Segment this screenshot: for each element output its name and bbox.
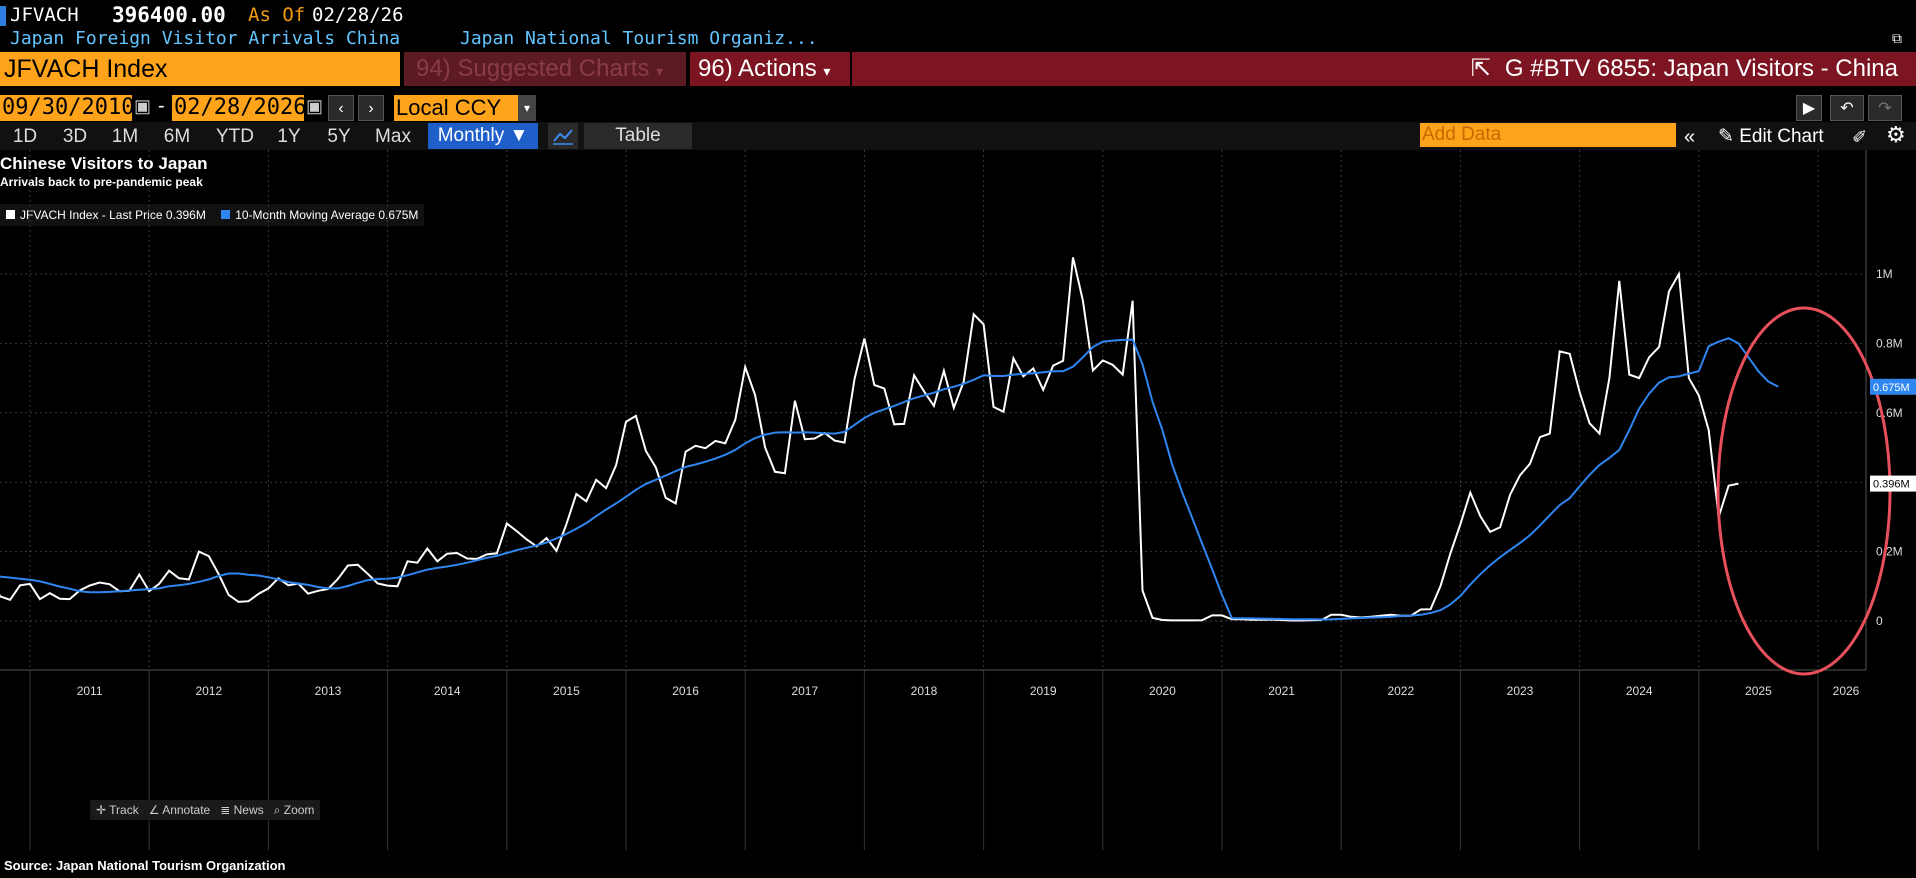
period-1y[interactable]: 1Y (277, 126, 301, 147)
y-tick-label: 1M (1876, 267, 1893, 281)
chart-title: Chinese Visitors to Japan (0, 154, 208, 173)
period-max[interactable]: Max (375, 126, 411, 147)
last-label-ma: 0.675M (1873, 382, 1910, 394)
x-tick-label: 2020 (1149, 684, 1176, 698)
suggested-charts-button[interactable]: 94) Suggested Charts ▾ (404, 52, 686, 86)
x-tick-label: 2011 (77, 684, 103, 698)
date-separator: - (158, 95, 165, 117)
source-footnote: Source: Japan National Tourism Organizat… (4, 858, 286, 873)
track-tool[interactable]: ✛ Track (96, 803, 139, 817)
undo-icon[interactable]: ↶ (1830, 95, 1864, 121)
gear-icon[interactable]: ⚙ (1886, 122, 1906, 147)
x-tick-label: 2012 (195, 684, 222, 698)
x-tick-label: 2023 (1507, 684, 1534, 698)
start-date-field[interactable]: 09/30/2010 (0, 95, 135, 121)
chart-window-title: G #BTV 6855: Japan Visitors - China (1504, 55, 1898, 82)
chevron-down-icon[interactable]: ▾ (518, 95, 536, 121)
x-tick-label: 2025 (1745, 684, 1772, 698)
zoom-tool[interactable]: ⌕ Zoom (273, 803, 315, 817)
chevron-down-icon: ▾ (823, 63, 831, 79)
period-ytd[interactable]: YTD (216, 126, 254, 147)
last-label-price-bg (1870, 475, 1916, 492)
x-tick-label: 2017 (791, 684, 818, 698)
table-button[interactable]: Table (584, 123, 692, 149)
line-chart[interactable]: 2011 2012 2013 2014 2015 2016 2017 2018 2019 2020… (0, 150, 1916, 850)
calendar-icon[interactable]: ▣ (134, 96, 152, 116)
popout-icon[interactable]: ⧉ (1892, 30, 1902, 46)
period-1m[interactable]: 1M (111, 126, 139, 147)
chart-subtitle: Arrivals back to pre-pandemic peak (0, 175, 203, 189)
legend-series-2: 10-Month Moving Average 0.675M (235, 208, 419, 222)
news-tool[interactable]: ≣ News (220, 803, 264, 817)
as-of-date: 02/28/26 (312, 4, 404, 26)
edit-chart-button[interactable]: ✎ Edit Chart (1718, 126, 1824, 147)
x-tick-label: 2018 (911, 684, 938, 698)
collapse-icon[interactable]: « (1684, 126, 1696, 148)
x-tick-label: 2019 (1030, 684, 1057, 698)
as-of-label: As Of (248, 4, 306, 26)
pencil-icon: ✎ (1718, 126, 1734, 147)
period-5y[interactable]: 5Y (327, 126, 351, 147)
series-moving-average-line (0, 337, 1779, 621)
x-tick-label: 2016 (672, 684, 699, 698)
ticker-accent (0, 6, 6, 26)
add-data-input[interactable]: Add Data (1420, 123, 1676, 147)
highlight-ellipse (1716, 306, 1892, 676)
legend-swatch-blue (221, 210, 231, 219)
period-3d[interactable]: 3D (62, 126, 88, 147)
annotate-tool[interactable]: ∠ Annotate (148, 803, 211, 817)
period-1d[interactable]: 1D (12, 126, 38, 147)
next-arrow-button[interactable]: › (358, 95, 384, 121)
chart-tools-bar: ✛ Track ∠ Annotate ≣ News ⌕ Zoom (90, 800, 321, 820)
x-tick-label: 2014 (434, 684, 461, 698)
chart-title-bar: ⇱ G #BTV 6855: Japan Visitors - China (852, 52, 1916, 86)
chevron-down-icon: ▼ (509, 125, 529, 146)
last-label-price: 0.396M (1873, 479, 1910, 491)
x-tick-label: 2026 (1833, 684, 1860, 698)
series-last-price-line (0, 257, 1739, 622)
actions-button[interactable]: 96) Actions ▾ (690, 52, 850, 86)
ticker-symbol: JFVACH (10, 4, 79, 26)
redo-icon[interactable]: ↷ (1868, 95, 1902, 121)
last-price: 396400.00 (112, 3, 226, 27)
legend-series-1: JFVACH Index - Last Price 0.396M (20, 208, 206, 222)
x-tick-label: 2021 (1268, 684, 1295, 698)
period-6m[interactable]: 6M (163, 126, 191, 147)
x-tick-label: 2024 (1626, 684, 1653, 698)
source-description[interactable]: Japan National Tourism Organiz... (460, 28, 818, 49)
x-tick-label: 2022 (1387, 684, 1414, 698)
y-tick-label: 0 (1876, 614, 1883, 628)
end-date-field[interactable]: 02/28/2026 (172, 95, 307, 121)
currency-select[interactable]: Local CCY (394, 95, 518, 121)
frequency-select[interactable]: Monthly ▼ (428, 123, 538, 149)
external-link-icon[interactable]: ⇱ (1470, 55, 1491, 82)
chart-legend: JFVACH Index - Last Price 0.396M 10-Mont… (0, 204, 425, 226)
security-description: Japan Foreign Visitor Arrivals China (10, 28, 401, 49)
calendar-icon[interactable]: ▣ (306, 96, 324, 116)
y-tick-label: 0.8M (1876, 336, 1903, 350)
play-icon[interactable]: ▶ (1796, 95, 1822, 121)
last-label-ma-bg (1870, 378, 1916, 395)
x-tick-label: 2013 (315, 684, 342, 698)
chevron-down-icon: ▾ (656, 63, 664, 79)
y-tick-label: 0.2M (1876, 545, 1903, 559)
index-field[interactable]: JFVACH Index (0, 52, 400, 86)
line-chart-icon[interactable] (548, 123, 578, 149)
chart-settings-icon[interactable]: ✐ (1852, 127, 1868, 147)
legend-swatch-white (6, 210, 15, 219)
prev-arrow-button[interactable]: ‹ (328, 95, 354, 121)
x-tick-label: 2015 (553, 684, 580, 698)
